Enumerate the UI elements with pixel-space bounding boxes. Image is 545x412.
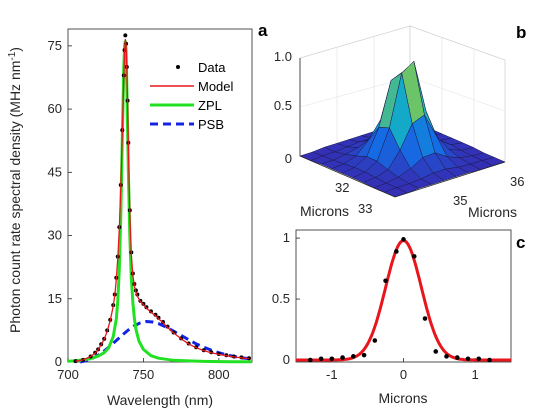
panel-c-data-point bbox=[329, 356, 335, 362]
panel-c-data-point bbox=[383, 278, 388, 284]
panel-c-data-point bbox=[465, 356, 471, 362]
panel-b-x-tick-32: 32 bbox=[335, 180, 349, 195]
panel-a-x-tick-label: 800 bbox=[208, 367, 230, 382]
panel-a-y-tick-label: 75 bbox=[48, 38, 62, 53]
panel-a-x-tick-label: 750 bbox=[133, 367, 155, 382]
panel-c-data-point bbox=[361, 352, 367, 358]
panel-c-data-point bbox=[340, 355, 345, 360]
panel-c-y-tick-label: 0 bbox=[283, 352, 290, 367]
panel-b-x-label: Microns bbox=[300, 203, 349, 219]
panel-a-letter: a bbox=[258, 21, 268, 40]
panel-c-y-tick-label: 0.5 bbox=[272, 291, 290, 306]
panel-c-data-point bbox=[444, 354, 449, 359]
legend-data-label: Data bbox=[198, 60, 226, 75]
panel-c-data-point bbox=[487, 357, 492, 363]
panel-c-letter: c bbox=[516, 233, 525, 252]
legend-zpl-label: ZPL bbox=[198, 98, 222, 113]
panel-a-y-tick-label: 0 bbox=[55, 354, 62, 369]
panel-c-data-point bbox=[401, 237, 406, 242]
legend-model-label: Model bbox=[198, 79, 234, 94]
panel-b-z-tick-1: 1.0 bbox=[274, 49, 292, 64]
panel-b-y-tick-35: 35 bbox=[453, 193, 467, 208]
panel-c-data-point bbox=[308, 357, 313, 363]
panel-b-y-label: Microns bbox=[468, 204, 517, 220]
panel-c-data-point bbox=[318, 356, 324, 362]
panel-b: 1.0 0.5 0 32 33 35 36 Microns Microns b bbox=[274, 23, 526, 220]
panel-a-y-tick-label: 60 bbox=[48, 101, 62, 116]
panel-c-axes-box bbox=[295, 229, 512, 363]
panel-a-y-label: Photon count rate spectral density (MHz … bbox=[7, 47, 24, 333]
panel-a-legend: Data Model ZPL PSB bbox=[150, 60, 234, 132]
panel-a-x-label: Wavelength (nm) bbox=[107, 392, 213, 408]
panel-c-data-point bbox=[454, 355, 460, 360]
panel-c-data-point bbox=[433, 349, 439, 354]
panel-c-data-point bbox=[422, 316, 428, 321]
panel-a-y-tick-label: 30 bbox=[48, 228, 62, 243]
panel-c-data-point bbox=[351, 354, 356, 359]
panel-c-x-tick-label: 1 bbox=[472, 367, 479, 382]
panel-a-axes-box bbox=[67, 28, 253, 363]
panel-c-data-point bbox=[411, 254, 417, 259]
panel-c: -1 0 1 0 0.5 1 Microns c bbox=[272, 229, 525, 406]
panel-a: 700 750 800 0 15 30 45 60 75 Wavelength (nm) Pho… bbox=[7, 21, 269, 408]
panel-c-data-point bbox=[372, 338, 378, 343]
panel-b-axes-outline bbox=[299, 58, 506, 198]
panel-c-x-label: Microns bbox=[378, 390, 427, 406]
panel-c-y-tick-label: 1 bbox=[283, 230, 290, 245]
legend-psb-label: PSB bbox=[198, 117, 224, 132]
panel-c-data-point bbox=[394, 249, 399, 254]
panel-c-x-tick-label: 0 bbox=[400, 367, 407, 382]
panel-a-series-data-point bbox=[123, 33, 128, 38]
panel-a-y-tick-label: 45 bbox=[48, 164, 62, 179]
panel-b-z-tick-05: 0.5 bbox=[274, 98, 292, 113]
panel-b-x-tick-33: 33 bbox=[358, 201, 372, 216]
panel-c-data-point bbox=[476, 356, 482, 362]
panel-b-z-tick-0: 0 bbox=[285, 151, 292, 166]
panel-b-letter: b bbox=[516, 23, 526, 42]
panel-a-y-tick-label: 15 bbox=[48, 291, 62, 306]
panel-a-x-tick-label: 700 bbox=[57, 367, 79, 382]
panel-b-y-tick-36: 36 bbox=[510, 174, 524, 189]
panel-a-series-model-line bbox=[75, 38, 250, 362]
legend-data-marker bbox=[176, 65, 180, 69]
panel-c-x-tick-label: -1 bbox=[326, 367, 338, 382]
